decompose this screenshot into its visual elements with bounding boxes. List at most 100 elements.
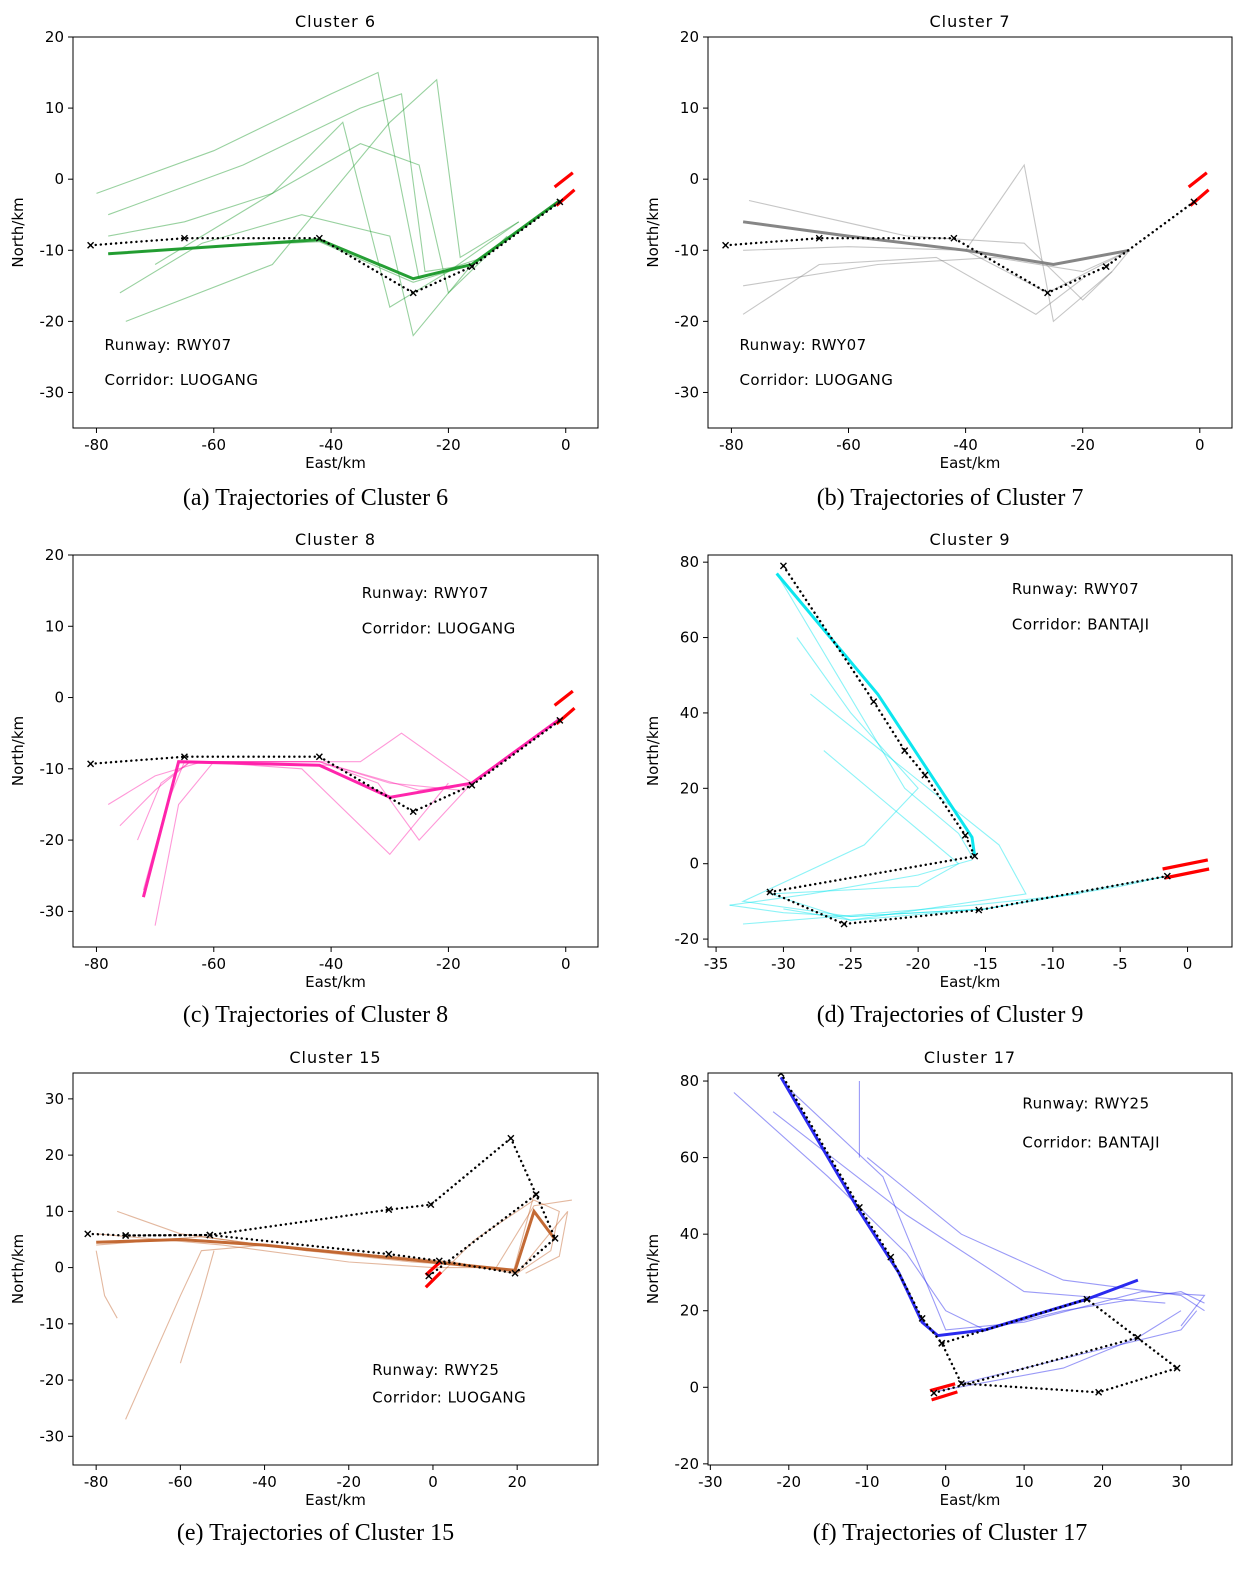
waypoint	[556, 198, 564, 206]
axes-frame	[707, 1072, 1233, 1466]
trajectory	[142, 718, 561, 891]
x-tick-label: -20	[777, 1473, 802, 1491]
caption: (a) Trajectories of Cluster 6	[183, 485, 448, 511]
waypoint	[1134, 1334, 1142, 1342]
runway	[1162, 858, 1209, 871]
x-tick-label: -40	[252, 1473, 277, 1491]
waypoint	[385, 1250, 393, 1258]
waypoint	[206, 1231, 214, 1239]
trajectory	[125, 78, 520, 322]
trajectory	[96, 1208, 557, 1273]
trajectory	[441, 1199, 560, 1274]
waypoint	[468, 263, 476, 271]
y-tick-label: 0	[54, 170, 64, 188]
trajectory	[741, 637, 1168, 918]
y-tick-label: -20	[675, 312, 700, 330]
waypoint	[950, 234, 958, 242]
y-axis-label: North/km	[9, 716, 27, 786]
x-axis-label: East/km	[305, 454, 366, 472]
trajectory	[783, 693, 1027, 921]
annotation: Corridor: LUOGANG	[362, 619, 516, 637]
annotation: Runway: RWY07	[1012, 580, 1139, 598]
y-tick-label: -30	[40, 1427, 65, 1445]
trajectory	[96, 1211, 569, 1274]
trajectory	[729, 859, 973, 906]
waypoint	[1102, 263, 1110, 271]
trajectory	[733, 1092, 1205, 1331]
y-tick-label: 60	[680, 629, 699, 647]
y-tick-label: -10	[40, 1315, 65, 1333]
trajectory	[772, 1111, 1166, 1304]
waypoint	[315, 753, 323, 761]
waypoint	[1190, 198, 1198, 206]
waypoint	[971, 852, 979, 860]
route	[86, 1136, 557, 1275]
waypoint	[180, 234, 188, 242]
route	[765, 564, 1169, 926]
x-tick-label: -25	[839, 955, 864, 973]
trajectory	[108, 121, 520, 308]
trajectory	[119, 214, 473, 337]
waypoint	[921, 771, 929, 779]
y-tick-label: 10	[680, 99, 699, 117]
x-axis-label: East/km	[940, 1491, 1001, 1509]
waypoint	[901, 747, 909, 755]
runway	[1187, 171, 1208, 189]
subplot: Cluster 15 -80 -60 -40 -20 0 20 -30 -20 -10 0 10 20 3…	[9, 1048, 599, 1546]
route	[427, 1193, 538, 1278]
waypoint	[532, 1190, 540, 1198]
x-tick-label: -30	[771, 955, 796, 973]
waypoint	[556, 716, 564, 724]
annotation: Runway: RWY07	[362, 584, 489, 602]
chart-title: Cluster 7	[929, 12, 1010, 31]
y-tick-label: -10	[675, 241, 700, 259]
waypoint	[551, 1234, 559, 1242]
waypoint	[425, 1272, 433, 1280]
trajectory	[154, 732, 473, 926]
y-tick-label: -20	[675, 1455, 700, 1473]
axes-frame	[72, 36, 599, 429]
annotation: Corridor: LUOGANG	[739, 371, 893, 389]
runway	[424, 1260, 442, 1277]
caption: (b) Trajectories of Cluster 7	[817, 485, 1084, 511]
caption: (c) Trajectories of Cluster 8	[183, 1002, 448, 1028]
subplot: Cluster 6 -80 -60 -40 -20 0 -30 -20 -10 0 10 20 East…	[9, 12, 599, 511]
y-tick-label: 40	[680, 704, 699, 722]
y-axis-label: North/km	[9, 197, 27, 267]
runway	[553, 689, 574, 707]
x-tick-label: 0	[941, 1473, 951, 1491]
x-axis-label: East/km	[940, 973, 1001, 991]
annotation: Runway: RWY25	[372, 1361, 499, 1379]
y-tick-label: 0	[689, 1378, 699, 1396]
chart-title: Cluster 9	[929, 530, 1010, 549]
annotation: Runway: RWY07	[739, 336, 866, 354]
trajectory	[769, 750, 986, 921]
trajectory	[866, 1157, 1205, 1312]
waypoint	[468, 781, 476, 789]
x-tick-label: 0	[1195, 436, 1205, 454]
annotation: Runway: RWY25	[1022, 1094, 1149, 1112]
x-tick-label: -60	[202, 955, 227, 973]
x-tick-label: -40	[319, 436, 344, 454]
x-tick-label: -35	[704, 955, 729, 973]
y-tick-label: 20	[45, 1146, 64, 1164]
y-tick-label: 30	[45, 1090, 64, 1108]
chart-title: Cluster 15	[289, 1048, 381, 1067]
route	[89, 200, 562, 295]
trajectory	[119, 761, 473, 841]
y-tick-label: 40	[680, 1225, 699, 1243]
trajectory	[742, 220, 1130, 267]
x-tick-label: -30	[698, 1473, 723, 1491]
x-tick-label: 0	[561, 436, 571, 454]
y-tick-label: 10	[45, 1202, 64, 1220]
x-tick-label: 30	[1171, 1473, 1190, 1491]
caption: (e) Trajectories of Cluster 15	[177, 1520, 454, 1546]
x-tick-label: -20	[1070, 436, 1095, 454]
axes-frame	[707, 554, 1233, 948]
caption: (f) Trajectories of Cluster 17	[813, 1520, 1088, 1546]
y-axis-label: North/km	[9, 1234, 27, 1304]
subplot: Cluster 9 -35 -30 -25 -20 -15 -10 -5 0 -20 0 20 40 60…	[644, 530, 1233, 1028]
waypoint	[87, 241, 95, 249]
y-tick-label: 20	[45, 28, 64, 46]
